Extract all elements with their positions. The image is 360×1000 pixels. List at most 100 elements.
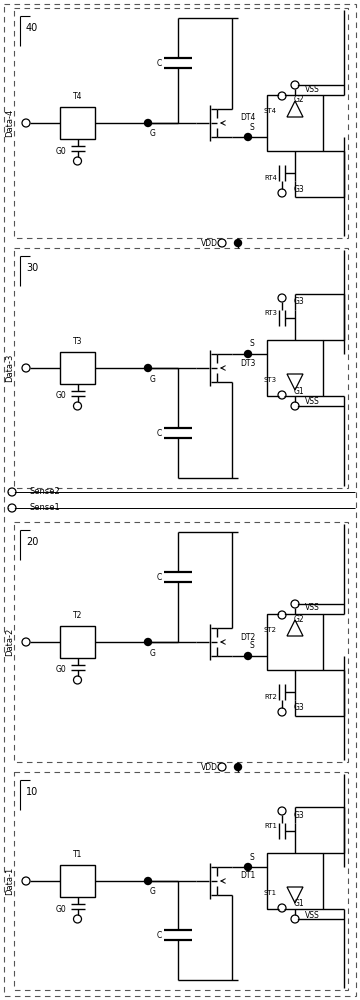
- Circle shape: [10, 490, 14, 494]
- Text: G: G: [150, 374, 156, 383]
- Bar: [267, 614, 323, 670]
- Circle shape: [244, 863, 252, 870]
- Text: 20: 20: [26, 537, 38, 547]
- Text: G0: G0: [56, 146, 67, 155]
- Circle shape: [10, 506, 14, 510]
- Text: S: S: [250, 340, 255, 349]
- Bar: [60, 865, 95, 897]
- Circle shape: [280, 906, 284, 910]
- Text: VDD: VDD: [201, 238, 218, 247]
- Text: Data-2: Data-2: [5, 628, 14, 656]
- Circle shape: [280, 809, 284, 813]
- Bar: [60, 107, 95, 139]
- Circle shape: [144, 364, 152, 371]
- Circle shape: [75, 917, 80, 921]
- Text: T4: T4: [73, 92, 82, 101]
- Circle shape: [280, 191, 284, 195]
- Circle shape: [244, 652, 252, 660]
- Circle shape: [234, 764, 242, 770]
- Circle shape: [280, 94, 284, 98]
- Circle shape: [293, 602, 297, 606]
- Text: Sense1: Sense1: [30, 504, 61, 512]
- Bar: [267, 95, 323, 151]
- Text: Sense2: Sense2: [30, 488, 61, 496]
- Text: 30: 30: [26, 263, 38, 273]
- Text: RT1: RT1: [264, 823, 277, 829]
- Text: G3: G3: [294, 184, 305, 194]
- Circle shape: [293, 917, 297, 921]
- Text: DT3: DT3: [240, 359, 255, 367]
- Circle shape: [220, 765, 224, 769]
- Text: G: G: [150, 648, 156, 658]
- Circle shape: [234, 239, 242, 246]
- Text: DT4: DT4: [240, 113, 255, 122]
- Circle shape: [280, 710, 284, 714]
- Circle shape: [280, 613, 284, 617]
- Circle shape: [293, 404, 297, 408]
- Text: RT4: RT4: [264, 175, 277, 181]
- Bar: [14, 248, 348, 488]
- Text: 10: 10: [26, 787, 38, 797]
- Text: G0: G0: [56, 666, 67, 674]
- Bar: [14, 8, 348, 238]
- Circle shape: [293, 83, 297, 87]
- Bar: [267, 853, 323, 909]
- Circle shape: [220, 241, 224, 245]
- Text: C: C: [157, 428, 162, 438]
- Circle shape: [75, 404, 80, 408]
- Bar: [267, 340, 323, 396]
- Text: ST3: ST3: [264, 377, 277, 383]
- Text: VSS: VSS: [305, 397, 320, 406]
- Text: G: G: [150, 129, 156, 138]
- Text: C: C: [157, 58, 162, 68]
- Text: Data-3: Data-3: [5, 354, 14, 382]
- Text: RT3: RT3: [264, 310, 277, 316]
- Text: G: G: [150, 888, 156, 896]
- Text: G1: G1: [294, 386, 305, 395]
- Text: VSS: VSS: [305, 603, 320, 612]
- Text: G3: G3: [294, 704, 305, 712]
- Text: Data-1: Data-1: [5, 867, 14, 895]
- Text: G1: G1: [294, 900, 305, 908]
- Text: C: C: [157, 930, 162, 940]
- Text: ST4: ST4: [264, 108, 277, 114]
- Circle shape: [244, 133, 252, 140]
- Circle shape: [144, 639, 152, 646]
- Text: T2: T2: [73, 611, 82, 620]
- Circle shape: [280, 393, 284, 397]
- Circle shape: [280, 296, 284, 300]
- Bar: [14, 522, 348, 762]
- Circle shape: [144, 878, 152, 884]
- Text: T3: T3: [73, 337, 82, 346]
- Text: VSS: VSS: [305, 85, 320, 94]
- Text: G3: G3: [294, 298, 305, 306]
- Text: C: C: [157, 572, 162, 582]
- Text: Data-4: Data-4: [5, 109, 14, 137]
- Text: S: S: [250, 122, 255, 131]
- Text: G3: G3: [294, 810, 305, 820]
- Text: DT2: DT2: [240, 633, 255, 642]
- Bar: [14, 772, 348, 990]
- Circle shape: [244, 351, 252, 358]
- Circle shape: [75, 678, 80, 682]
- Text: T1: T1: [73, 850, 82, 859]
- Bar: [60, 352, 95, 384]
- Text: G0: G0: [56, 391, 67, 400]
- Bar: [60, 626, 95, 658]
- Text: G0: G0: [56, 904, 67, 914]
- Text: ST1: ST1: [264, 890, 277, 896]
- Circle shape: [75, 159, 80, 163]
- Text: VDD: VDD: [201, 762, 218, 772]
- Text: G2: G2: [294, 614, 305, 624]
- Circle shape: [24, 121, 28, 125]
- Text: S: S: [250, 642, 255, 650]
- Text: RT2: RT2: [264, 694, 277, 700]
- Text: DT1: DT1: [240, 871, 255, 880]
- Circle shape: [144, 119, 152, 126]
- Text: S: S: [250, 852, 255, 861]
- Text: ST2: ST2: [264, 627, 277, 633]
- Circle shape: [24, 640, 28, 644]
- Circle shape: [24, 879, 28, 883]
- Text: 40: 40: [26, 23, 38, 33]
- Text: VSS: VSS: [305, 910, 320, 920]
